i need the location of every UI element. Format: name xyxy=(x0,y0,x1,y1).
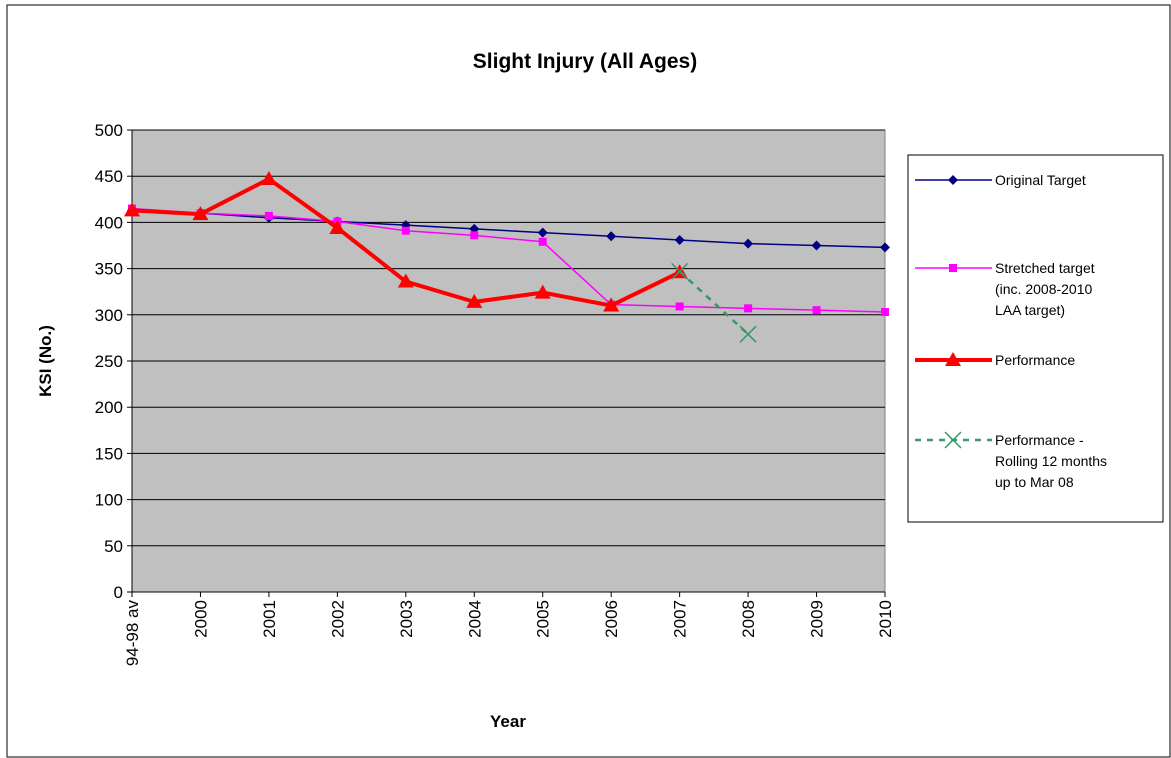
y-tick-label: 400 xyxy=(95,213,123,232)
point xyxy=(674,234,685,245)
x-tick-label: 2001 xyxy=(260,600,279,638)
point xyxy=(538,237,547,246)
legend-marker xyxy=(948,175,958,185)
y-tick-label: 150 xyxy=(95,444,123,463)
point xyxy=(264,211,273,220)
point xyxy=(397,273,414,288)
y-tick-label: 450 xyxy=(95,167,123,186)
x-tick-label: 2000 xyxy=(191,600,210,638)
legend xyxy=(907,154,1164,523)
legend-marker xyxy=(949,264,957,272)
point xyxy=(606,231,617,242)
y-tick-label: 0 xyxy=(114,583,123,602)
point xyxy=(743,238,754,249)
x-tick-label: 94-98 av xyxy=(123,600,142,667)
y-tick-label: 500 xyxy=(95,121,123,140)
point xyxy=(603,297,620,312)
point xyxy=(192,206,209,221)
legend-label: Original Target xyxy=(995,172,1086,188)
point xyxy=(739,325,757,343)
y-tick-label: 250 xyxy=(95,352,123,371)
point xyxy=(812,306,821,315)
chart-title: Slight Injury (All Ages) xyxy=(473,50,697,73)
series-line xyxy=(131,209,886,249)
y-axis-label: KSI (No.) xyxy=(36,325,55,397)
point xyxy=(466,293,483,308)
point xyxy=(537,227,548,238)
point xyxy=(329,219,346,234)
legend-label: Performance - Rolling 12 months up to Ma… xyxy=(995,432,1108,490)
x-tick-label: 2003 xyxy=(397,600,416,638)
x-tick-label: 2009 xyxy=(808,600,827,638)
point xyxy=(744,304,753,313)
x-tick-label: 2004 xyxy=(465,600,484,638)
y-tick-label: 200 xyxy=(95,398,123,417)
x-axis-label: Year xyxy=(490,712,526,731)
x-tick-label: 2007 xyxy=(671,600,690,638)
point xyxy=(675,302,684,311)
point xyxy=(124,202,140,217)
point xyxy=(671,262,689,280)
x-tick-label: 2008 xyxy=(739,600,758,638)
legend-marker xyxy=(945,352,961,366)
y-tick-label: 300 xyxy=(95,306,123,325)
series-line xyxy=(678,270,749,336)
point xyxy=(881,308,889,317)
legend-marker xyxy=(944,431,962,449)
x-tick-label: 2010 xyxy=(876,600,895,638)
point xyxy=(260,170,277,185)
y-tick-label: 350 xyxy=(95,260,123,279)
point xyxy=(534,284,551,299)
point xyxy=(401,226,410,235)
point xyxy=(880,242,890,253)
x-tick-label: 2005 xyxy=(534,600,553,638)
point xyxy=(470,231,479,240)
x-tick-label: 2006 xyxy=(602,600,621,638)
legend-label: Stretched target (inc. 2008-2010 LAA tar… xyxy=(995,260,1095,318)
y-tick-label: 50 xyxy=(104,537,123,556)
series-line xyxy=(131,207,886,313)
x-tick-label: 2002 xyxy=(328,600,347,638)
point xyxy=(811,240,822,251)
y-tick-label: 100 xyxy=(95,491,123,510)
legend-label: Performance xyxy=(995,352,1076,368)
